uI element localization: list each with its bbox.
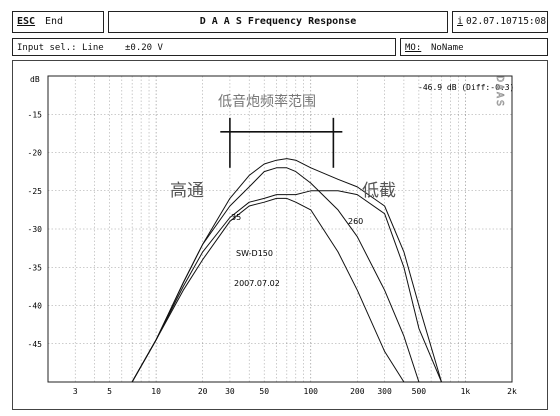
lowcut-label: 低截 xyxy=(362,181,396,201)
end-button[interactable]: End xyxy=(45,16,64,27)
response-curves xyxy=(131,158,442,383)
y-tick-label: -15 xyxy=(28,110,43,119)
y-axis-unit: dB xyxy=(30,75,40,84)
highpass-label: 高通 xyxy=(170,181,204,201)
y-tick-label: -45 xyxy=(28,340,43,349)
chart-grid xyxy=(47,75,513,383)
range-marker xyxy=(220,117,343,168)
title-box: D A A S Frequency Response xyxy=(108,11,448,33)
date-label: 2007.07.02 xyxy=(234,279,280,288)
datetime-text: 02.07.10715:08 xyxy=(466,16,547,27)
y-tick-label: -30 xyxy=(28,225,43,234)
x-tick-label: 1k xyxy=(461,387,471,396)
label-260: 260 xyxy=(348,217,363,226)
daas-watermark: DAAS xyxy=(494,76,505,108)
x-tick-label: 100 xyxy=(304,387,319,396)
x-tick-label: 500 xyxy=(412,387,427,396)
x-tick-label: 20 xyxy=(198,387,208,396)
memory-box: MO: NoName xyxy=(400,38,548,56)
x-tick-label: 5 xyxy=(107,387,112,396)
x-tick-label: 200 xyxy=(350,387,365,396)
info-icon[interactable]: i xyxy=(457,16,464,27)
x-tick-label: 30 xyxy=(225,387,235,396)
memory-label[interactable]: MO: xyxy=(405,43,422,53)
y-tick-label: -35 xyxy=(28,263,43,272)
y-tick-label: -20 xyxy=(28,149,43,158)
y-axis-ticks: -15 -20 -25 -30 -35 -40 -45 xyxy=(28,110,43,349)
menu-box: ESC End xyxy=(12,11,104,33)
chart-frame xyxy=(12,60,548,410)
x-tick-label: 50 xyxy=(259,387,269,396)
input-selection-box: Input sel.: Line ±0.20 V xyxy=(12,38,396,56)
range-label: 低音炮频率范围 xyxy=(218,93,316,110)
input-selection-text: Input sel.: Line xyxy=(17,43,104,53)
plot-area-border xyxy=(47,75,513,383)
x-axis-ticks: 3 5 10 20 30 50 100 200 300 500 1k 2k xyxy=(73,387,517,396)
input-level-text: ±0.20 V xyxy=(125,43,163,53)
response-curve-4 xyxy=(131,197,442,383)
model-label: SW-D150 xyxy=(236,249,273,258)
datetime-box: i 02.07.10715:08 xyxy=(452,11,548,33)
esc-button[interactable]: ESC xyxy=(17,16,36,27)
y-tick-label: -25 xyxy=(28,187,43,196)
page-title: D A A S Frequency Response xyxy=(199,16,357,27)
x-tick-label: 10 xyxy=(151,387,161,396)
x-tick-label: 3 xyxy=(73,387,78,396)
response-curve-3 xyxy=(131,190,442,383)
response-curve-2 xyxy=(131,167,442,383)
cursor-readout: -46.9 dB (Diff:-0.3) xyxy=(418,83,514,92)
memory-name: NoName xyxy=(431,43,464,53)
label-35: 35 xyxy=(231,213,241,222)
x-tick-label: 2k xyxy=(507,387,517,396)
x-tick-label: 300 xyxy=(377,387,392,396)
y-tick-label: -40 xyxy=(28,302,43,311)
